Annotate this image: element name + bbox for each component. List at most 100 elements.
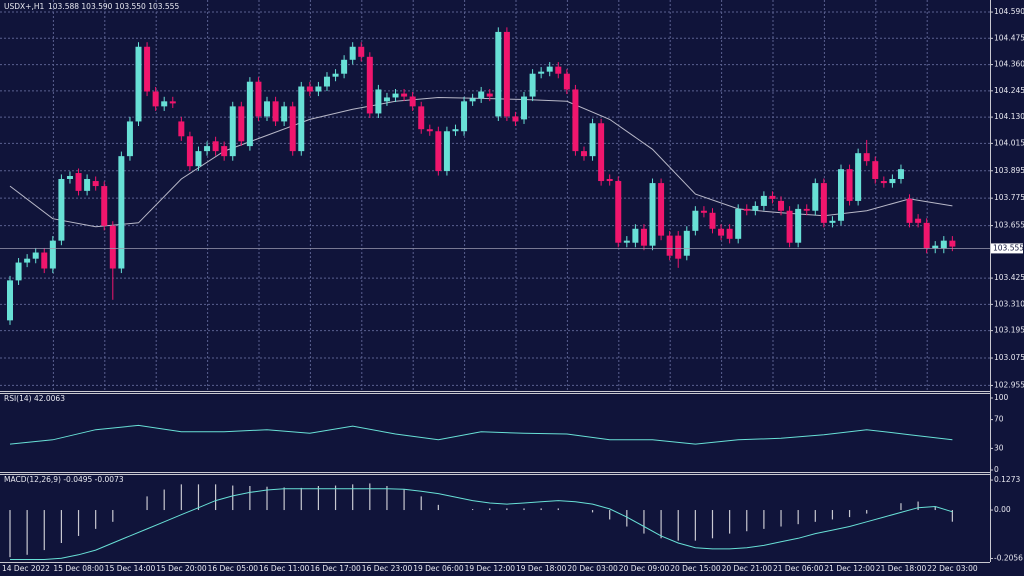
candle-body xyxy=(795,208,802,243)
candle-body xyxy=(212,141,219,152)
x-tick-label: 19 Dec 18:00 xyxy=(516,564,567,573)
rsi-line xyxy=(9,424,953,445)
y-tick-label: 104.475 xyxy=(994,33,1024,42)
candle-body xyxy=(675,235,682,259)
quote: 103.588 103.590 103.550 103.555 xyxy=(48,2,179,11)
candle-body xyxy=(204,146,211,152)
candle-body xyxy=(778,200,785,211)
y-tick-label: 103.075 xyxy=(994,353,1024,362)
candle-body xyxy=(735,208,742,239)
y-tick-label: 103.775 xyxy=(994,193,1024,202)
candle-body xyxy=(683,230,690,256)
candle-body xyxy=(632,228,639,243)
candle-body xyxy=(486,93,493,97)
candle-body xyxy=(24,258,31,263)
x-tick-label: 15 Dec 20:00 xyxy=(156,564,207,573)
candle-body xyxy=(478,91,485,99)
candle-body xyxy=(118,156,125,269)
candle-body xyxy=(255,81,262,117)
candle-body xyxy=(915,218,922,223)
candle-body xyxy=(315,86,322,92)
candle-body xyxy=(41,252,48,269)
candle-body xyxy=(298,86,305,152)
candle-body xyxy=(341,59,348,74)
candle-body xyxy=(75,173,82,191)
candle-body xyxy=(649,183,656,246)
y-tick-label: 0 xyxy=(994,465,999,474)
last-price-label: 103.555 xyxy=(993,243,1024,252)
candle-body xyxy=(692,210,699,231)
macd-title: MACD(12,26,9) -0.0495 -0.0073 xyxy=(4,475,124,484)
y-tick-label: 103.310 xyxy=(994,299,1024,308)
candle-body xyxy=(92,181,99,187)
candle-body xyxy=(932,245,939,249)
candle-body xyxy=(538,71,545,74)
candle-body xyxy=(66,176,73,179)
candle-body xyxy=(383,97,390,102)
candle-body xyxy=(32,252,39,259)
candle-body xyxy=(666,235,673,256)
candle-body xyxy=(718,228,725,236)
y-tick-label: 103.195 xyxy=(994,326,1024,335)
candle-body xyxy=(84,178,91,191)
candle-body xyxy=(923,222,930,249)
x-tick-label: 20 Dec 09:00 xyxy=(619,564,670,573)
candle-body xyxy=(829,220,836,223)
x-tick-label: 19 Dec 12:00 xyxy=(465,564,516,573)
x-tick-label: 21 Dec 18:00 xyxy=(876,564,927,573)
candle-body xyxy=(152,91,159,107)
candle-body xyxy=(897,169,904,179)
candle-body xyxy=(461,101,468,132)
candle-body xyxy=(272,101,279,122)
y-tick-label: 104.015 xyxy=(994,138,1024,147)
y-tick-label: 103.655 xyxy=(994,221,1024,230)
candle-body xyxy=(640,228,647,246)
y-tick-label: 104.590 xyxy=(994,7,1024,16)
candle-body xyxy=(15,262,22,281)
x-tick-label: 21 Dec 06:00 xyxy=(773,564,824,573)
candle-body xyxy=(358,46,365,57)
candle-body xyxy=(435,131,442,171)
candle-body xyxy=(589,123,596,157)
x-tick-label: 16 Dec 11:00 xyxy=(259,564,310,573)
candle-body xyxy=(375,89,382,114)
candle-body xyxy=(195,151,202,167)
candle-body xyxy=(281,106,288,122)
candle-body xyxy=(409,96,416,107)
candle-body xyxy=(169,101,176,104)
candle-body xyxy=(289,106,296,152)
candle-body xyxy=(161,101,168,107)
x-tick-label: 19 Dec 06:00 xyxy=(413,564,464,573)
candle-body xyxy=(426,129,433,132)
x-tick-label: 14 Dec 2022 xyxy=(2,564,50,573)
x-tick-label: 20 Dec 21:00 xyxy=(722,564,773,573)
y-tick-label: 104.360 xyxy=(994,60,1024,69)
rsi-title: RSI(14) 42.0063 xyxy=(4,394,65,403)
y-tick-label: 104.130 xyxy=(994,112,1024,121)
candle-body xyxy=(101,186,108,226)
y-tick-label: 102.955 xyxy=(994,380,1024,389)
candle-body xyxy=(521,96,528,120)
candle-body xyxy=(469,98,476,102)
candle-body xyxy=(401,93,408,97)
candle-body xyxy=(623,240,630,243)
candle-body xyxy=(563,73,570,90)
y-tick-label: 30 xyxy=(994,443,1004,452)
candle-body xyxy=(144,46,151,92)
candle-body xyxy=(392,93,399,98)
candle-body xyxy=(606,178,613,182)
x-tick-label: 15 Dec 08:00 xyxy=(53,564,104,573)
candle-body xyxy=(503,31,510,117)
candle-body xyxy=(906,198,913,223)
candle-body xyxy=(658,183,665,236)
candle-body xyxy=(769,195,776,199)
candle-body xyxy=(126,121,133,157)
candle-body xyxy=(812,183,819,211)
candle-body xyxy=(709,212,716,229)
candle-body xyxy=(238,106,245,142)
y-tick-label: -0.2056 xyxy=(994,553,1023,562)
x-tick-label: 16 Dec 05:00 xyxy=(208,564,259,573)
candle-body xyxy=(855,153,862,201)
